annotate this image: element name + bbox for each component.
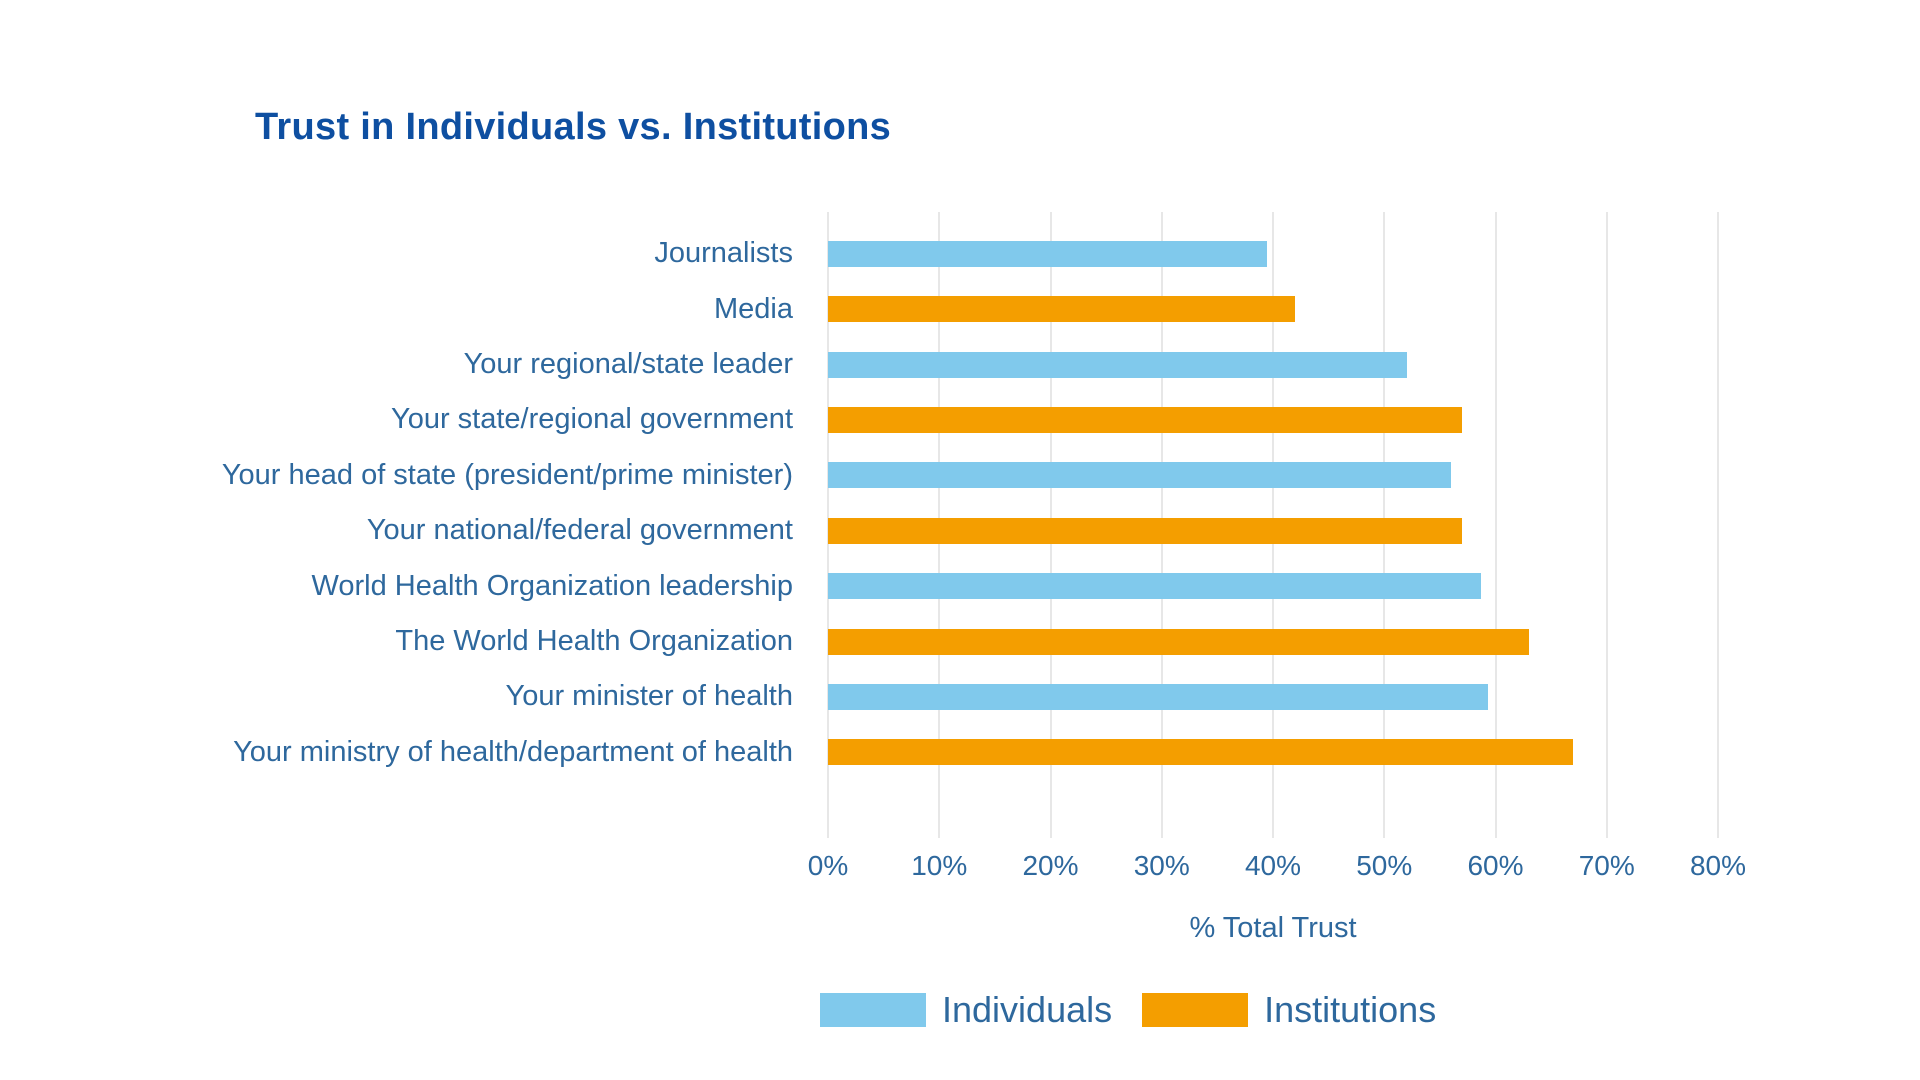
bar-your-ministry-of-health-department-of-health	[828, 739, 1574, 766]
category-label-the-world-health-organization: The World Health Organization	[395, 624, 793, 657]
bar-the-world-health-organization	[828, 628, 1529, 655]
x-tick-60: 60%	[1467, 850, 1524, 881]
x-tick-10: 10%	[911, 850, 968, 881]
category-label-your-head-of-state-president-prime-minister: Your head of state (president/prime mini…	[221, 458, 793, 491]
category-label-your-national-federal-government: Your national/federal government	[366, 514, 793, 547]
x-tick-80: 80%	[1689, 850, 1747, 881]
x-axis-title: % Total Trust	[1189, 912, 1357, 944]
gridline-60	[1494, 212, 1497, 838]
legend: Individuals Institutions	[820, 989, 1437, 1030]
x-tick-50: 50%	[1356, 850, 1413, 881]
category-label-your-ministry-of-health-department-of-health: Your ministry of health/department of he…	[233, 735, 793, 768]
bar-journalists	[828, 240, 1268, 267]
bar-your-regional-state-leader	[828, 351, 1407, 378]
bar-your-minister-of-health	[828, 683, 1488, 710]
category-label-your-regional-state-leader: Your regional/state leader	[463, 347, 793, 380]
bar-media	[828, 296, 1296, 323]
x-tick-30: 30%	[1133, 850, 1190, 881]
chart-title: Trust in Individuals vs. Institutions	[255, 106, 892, 148]
category-label-your-state-regional-government: Your state/regional government	[391, 403, 793, 436]
legend-label-institutions: Institutions	[1264, 989, 1437, 1030]
gridline-70	[1605, 212, 1608, 838]
legend-swatch-institutions	[1142, 993, 1249, 1027]
x-tick-40: 40%	[1244, 850, 1302, 881]
bar-world-health-organization-leadership	[828, 573, 1482, 600]
bar-your-national-federal-government	[828, 517, 1463, 544]
x-tick-0: 0%	[807, 850, 849, 881]
x-tick-70: 70%	[1578, 850, 1635, 881]
category-label-world-health-organization-leadership: World Health Organization leadership	[311, 569, 793, 602]
x-axis-ticks: 0% 10% 20% 30% 40% 50% 60% 70% 80%	[808, 850, 1746, 890]
category-label-your-minister-of-health: Your minister of health	[505, 680, 793, 713]
category-label-media: Media	[714, 292, 793, 325]
plot-area	[827, 212, 1719, 838]
legend-swatch-individuals	[820, 993, 926, 1027]
category-label-journalists: Journalists	[654, 237, 793, 270]
bar-your-head-of-state-president-prime-minister	[828, 462, 1451, 489]
legend-label-individuals: Individuals	[942, 989, 1113, 1030]
gridline-80	[1717, 212, 1719, 838]
category-labels: Journalists Media Your regional/state lead…	[0, 212, 793, 838]
x-tick-20: 20%	[1022, 850, 1079, 881]
bar-your-state-regional-government	[828, 406, 1463, 433]
